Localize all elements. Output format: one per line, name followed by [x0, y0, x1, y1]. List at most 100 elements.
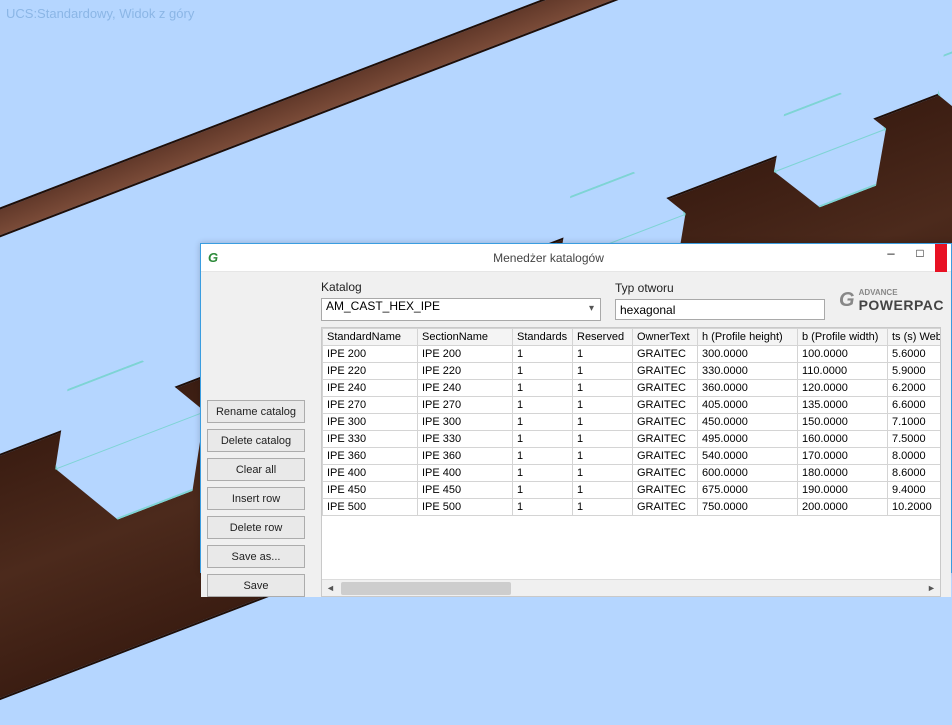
- table-cell[interactable]: IPE 200: [418, 346, 513, 363]
- table-cell[interactable]: 1: [513, 499, 573, 516]
- table-cell[interactable]: IPE 450: [323, 482, 418, 499]
- scroll-left-arrow[interactable]: ◄: [322, 581, 339, 596]
- table-cell[interactable]: 1: [513, 448, 573, 465]
- maximize-button[interactable]: □: [906, 244, 934, 264]
- table-cell[interactable]: IPE 270: [323, 397, 418, 414]
- table-cell[interactable]: IPE 500: [418, 499, 513, 516]
- table-cell[interactable]: IPE 300: [418, 414, 513, 431]
- table-row[interactable]: IPE 220IPE 22011GRAITEC330.0000110.00005…: [323, 363, 941, 380]
- table-cell[interactable]: IPE 240: [418, 380, 513, 397]
- table-cell[interactable]: 540.0000: [698, 448, 798, 465]
- column-header[interactable]: h (Profile height): [698, 329, 798, 346]
- table-cell[interactable]: 6.2000: [888, 380, 941, 397]
- table-cell[interactable]: IPE 360: [323, 448, 418, 465]
- table-cell[interactable]: IPE 300: [323, 414, 418, 431]
- save-as-button[interactable]: Save as...: [207, 545, 305, 568]
- table-cell[interactable]: 1: [513, 465, 573, 482]
- table-cell[interactable]: 135.0000: [798, 397, 888, 414]
- table-cell[interactable]: 6.6000: [888, 397, 941, 414]
- table-cell[interactable]: 1: [513, 414, 573, 431]
- table-cell[interactable]: IPE 220: [418, 363, 513, 380]
- table-cell[interactable]: IPE 450: [418, 482, 513, 499]
- insert-row-button[interactable]: Insert row: [207, 487, 305, 510]
- typ-input[interactable]: hexagonal: [615, 299, 825, 320]
- table-cell[interactable]: 1: [573, 448, 633, 465]
- table-cell[interactable]: 5.6000: [888, 346, 941, 363]
- column-header[interactable]: OwnerText: [633, 329, 698, 346]
- minimize-button[interactable]: —: [877, 244, 905, 264]
- table-row[interactable]: IPE 270IPE 27011GRAITEC405.0000135.00006…: [323, 397, 941, 414]
- horizontal-scrollbar[interactable]: ◄ ►: [322, 579, 940, 596]
- table-cell[interactable]: 495.0000: [698, 431, 798, 448]
- katalog-combo[interactable]: AM_CAST_HEX_IPE ▾: [321, 298, 601, 321]
- table-cell[interactable]: 1: [573, 431, 633, 448]
- column-header[interactable]: b (Profile width): [798, 329, 888, 346]
- table-cell[interactable]: 120.0000: [798, 380, 888, 397]
- table-cell[interactable]: 8.6000: [888, 465, 941, 482]
- table-cell[interactable]: GRAITEC: [633, 363, 698, 380]
- table-cell[interactable]: 110.0000: [798, 363, 888, 380]
- table-cell[interactable]: 8.0000: [888, 448, 941, 465]
- table-cell[interactable]: 1: [573, 414, 633, 431]
- table-cell[interactable]: GRAITEC: [633, 380, 698, 397]
- rename-catalog-button[interactable]: Rename catalog: [207, 400, 305, 423]
- table-cell[interactable]: 750.0000: [698, 499, 798, 516]
- table-cell[interactable]: 405.0000: [698, 397, 798, 414]
- table-cell[interactable]: 360.0000: [698, 380, 798, 397]
- table-cell[interactable]: GRAITEC: [633, 448, 698, 465]
- table-row[interactable]: IPE 300IPE 30011GRAITEC450.0000150.00007…: [323, 414, 941, 431]
- table-cell[interactable]: 300.0000: [698, 346, 798, 363]
- table-cell[interactable]: IPE 400: [323, 465, 418, 482]
- column-header[interactable]: Standards: [513, 329, 573, 346]
- table-cell[interactable]: GRAITEC: [633, 431, 698, 448]
- table-cell[interactable]: 1: [513, 397, 573, 414]
- titlebar[interactable]: G Menedżer katalogów — □: [201, 244, 951, 272]
- table-cell[interactable]: 200.0000: [798, 499, 888, 516]
- table-cell[interactable]: GRAITEC: [633, 346, 698, 363]
- table-cell[interactable]: GRAITEC: [633, 465, 698, 482]
- column-header[interactable]: SectionName: [418, 329, 513, 346]
- table-cell[interactable]: 1: [513, 363, 573, 380]
- table-cell[interactable]: IPE 500: [323, 499, 418, 516]
- table-row[interactable]: IPE 400IPE 40011GRAITEC600.0000180.00008…: [323, 465, 941, 482]
- table-cell[interactable]: IPE 270: [418, 397, 513, 414]
- table-cell[interactable]: 190.0000: [798, 482, 888, 499]
- table-cell[interactable]: 7.5000: [888, 431, 941, 448]
- table-cell[interactable]: 10.2000: [888, 499, 941, 516]
- table-cell[interactable]: 180.0000: [798, 465, 888, 482]
- table-row[interactable]: IPE 200IPE 20011GRAITEC300.0000100.00005…: [323, 346, 941, 363]
- table-cell[interactable]: GRAITEC: [633, 482, 698, 499]
- table-cell[interactable]: 1: [573, 482, 633, 499]
- table-cell[interactable]: 1: [513, 431, 573, 448]
- table-row[interactable]: IPE 240IPE 24011GRAITEC360.0000120.00006…: [323, 380, 941, 397]
- scroll-right-arrow[interactable]: ►: [923, 581, 940, 596]
- column-header[interactable]: ts (s) Web thick: [888, 329, 941, 346]
- table-cell[interactable]: 150.0000: [798, 414, 888, 431]
- table-cell[interactable]: 1: [573, 363, 633, 380]
- table-cell[interactable]: IPE 330: [323, 431, 418, 448]
- data-grid[interactable]: StandardNameSectionNameStandardsReserved…: [321, 327, 941, 597]
- column-header[interactable]: StandardName: [323, 329, 418, 346]
- table-cell[interactable]: 170.0000: [798, 448, 888, 465]
- table-cell[interactable]: 1: [573, 346, 633, 363]
- table-cell[interactable]: 330.0000: [698, 363, 798, 380]
- table-cell[interactable]: 450.0000: [698, 414, 798, 431]
- table-cell[interactable]: 1: [513, 380, 573, 397]
- table-cell[interactable]: 1: [513, 482, 573, 499]
- delete-row-button[interactable]: Delete row: [207, 516, 305, 539]
- table-cell[interactable]: 5.9000: [888, 363, 941, 380]
- table-cell[interactable]: 1: [573, 465, 633, 482]
- table-cell[interactable]: 1: [573, 397, 633, 414]
- close-button[interactable]: [935, 244, 947, 272]
- table-row[interactable]: IPE 360IPE 36011GRAITEC540.0000170.00008…: [323, 448, 941, 465]
- table-row[interactable]: IPE 450IPE 45011GRAITEC675.0000190.00009…: [323, 482, 941, 499]
- table-cell[interactable]: IPE 360: [418, 448, 513, 465]
- table-cell[interactable]: 1: [573, 499, 633, 516]
- delete-catalog-button[interactable]: Delete catalog: [207, 429, 305, 452]
- table-cell[interactable]: 1: [573, 380, 633, 397]
- save-button[interactable]: Save: [207, 574, 305, 597]
- table-cell[interactable]: IPE 330: [418, 431, 513, 448]
- table-cell[interactable]: IPE 400: [418, 465, 513, 482]
- clear-all-button[interactable]: Clear all: [207, 458, 305, 481]
- table-cell[interactable]: 160.0000: [798, 431, 888, 448]
